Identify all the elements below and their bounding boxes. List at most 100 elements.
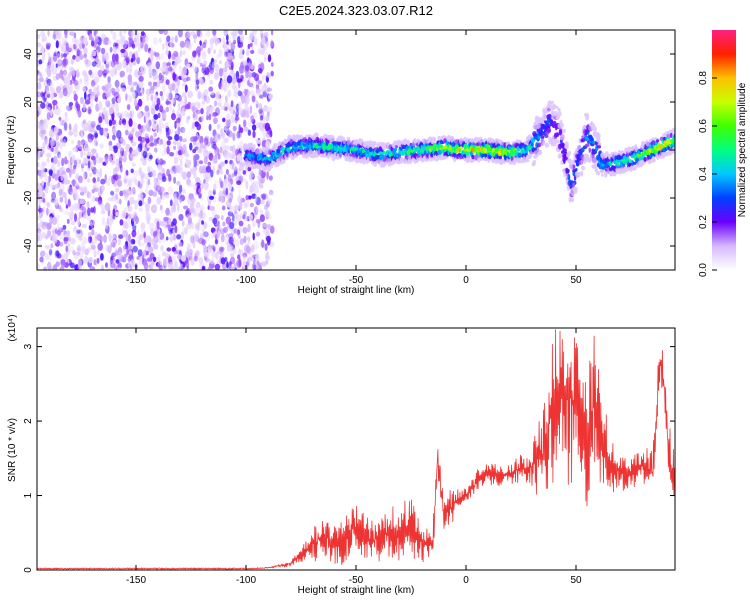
heatmap-cell [203, 244, 208, 253]
heatmap-cell [269, 136, 273, 144]
heatmap-cell [182, 205, 189, 210]
heatmap-cell [69, 31, 75, 36]
heatmap-cell [108, 218, 114, 225]
heatmap-cell [257, 90, 261, 97]
heatmap-cell [373, 141, 377, 146]
heatmap-cell [148, 81, 152, 87]
heatmap-cell [245, 164, 248, 173]
heatmap-cell [163, 216, 169, 222]
heatmap-cell [132, 239, 136, 245]
heatmap-cell [130, 58, 134, 63]
heatmap-cell [177, 30, 183, 38]
heatmap-cell [56, 253, 62, 259]
heatmap-cell [464, 140, 468, 144]
heatmap-cell [566, 168, 570, 173]
heatmap-cell [383, 150, 386, 155]
heatmap-cell [88, 235, 93, 244]
heatmap-cell [123, 79, 126, 86]
heatmap-cell [146, 242, 151, 248]
heatmap-cell [220, 249, 225, 259]
heatmap-cell [131, 229, 137, 238]
heatmap-cell [159, 53, 165, 61]
heatmap-cell [229, 256, 236, 265]
heatmap-cell [105, 100, 111, 108]
heatmap-cell [245, 180, 249, 190]
heatmap-cell [93, 88, 97, 95]
heatmap-cell [439, 144, 444, 149]
heatmap-cell [165, 122, 169, 129]
heatmap-cell [595, 171, 601, 176]
heatmap-cell [87, 207, 91, 217]
heatmap-cell [63, 57, 68, 66]
heatmap-cell [243, 254, 247, 262]
heatmap-cell [113, 46, 117, 55]
heatmap-cell [78, 141, 83, 150]
heatmap-cell [254, 194, 258, 203]
heatmap-cell [184, 103, 191, 110]
heatmap-cell [172, 218, 177, 226]
heatmap-cell [212, 189, 216, 196]
heatmap-cell [108, 140, 113, 147]
heatmap-cell [238, 248, 241, 254]
heatmap-cell [146, 95, 150, 101]
heatmap-cell [200, 115, 204, 122]
heatmap-cell [266, 251, 269, 259]
heatmap-cell [199, 210, 203, 219]
heatmap-cell [174, 88, 179, 95]
heatmap-cell [211, 61, 216, 69]
heatmap-cell [138, 80, 144, 89]
heatmap-cell [137, 111, 143, 120]
heatmap-cell [50, 147, 54, 152]
heatmap-cell [168, 210, 172, 217]
heatmap-cell [91, 148, 97, 154]
heatmap-cell [196, 46, 202, 55]
heatmap-cell [237, 90, 242, 97]
heatmap-cell [264, 56, 267, 62]
heatmap-cell [140, 31, 145, 37]
heatmap-cell [52, 210, 56, 216]
heatmap-cell [39, 220, 44, 228]
heatmap-cell [141, 173, 145, 179]
heatmap-cell [132, 90, 136, 100]
heatmap-cell [142, 141, 146, 149]
heatmap-cell [214, 239, 218, 245]
heatmap-cell [247, 72, 253, 78]
heatmap-cell [258, 80, 262, 85]
heatmap-cell [270, 70, 274, 77]
heatmap-cell [128, 118, 133, 127]
heatmap-cell [181, 171, 188, 180]
heatmap-cell [217, 153, 221, 160]
heatmap-cell [146, 217, 150, 225]
heatmap-cell [176, 180, 181, 186]
heatmap-cell [84, 79, 89, 87]
heatmap-cell [565, 144, 569, 150]
heatmap-cell [127, 74, 133, 82]
heatmap-cell [102, 92, 107, 100]
heatmap-cell [119, 164, 123, 173]
heatmap-cell [118, 267, 121, 270]
heatmap-cell [223, 75, 227, 82]
heatmap-cell [178, 266, 182, 270]
heatmap-cell [222, 221, 226, 227]
heatmap-cell [195, 109, 201, 115]
heatmap-cell [41, 170, 46, 178]
heatmap-cell [210, 169, 214, 178]
heatmap-cell [223, 30, 228, 37]
heatmap-cell [127, 94, 132, 103]
heatmap-cell [46, 115, 50, 123]
heatmap-cell [171, 42, 175, 48]
heatmap-cell [250, 171, 255, 179]
heatmap-cell [94, 38, 100, 43]
heatmap-cell [69, 186, 73, 193]
heatmap-cell [159, 232, 165, 240]
heatmap-cell [261, 261, 267, 267]
heatmap-cell [177, 103, 181, 111]
heatmap-cell [235, 110, 240, 117]
heatmap-cell [84, 256, 89, 264]
heatmap-cell [199, 62, 203, 67]
heatmap-cell [131, 43, 136, 49]
heatmap-cell [75, 159, 81, 168]
heatmap-cell [257, 48, 263, 55]
heatmap-cell [212, 156, 217, 164]
heatmap-cell [51, 216, 58, 225]
